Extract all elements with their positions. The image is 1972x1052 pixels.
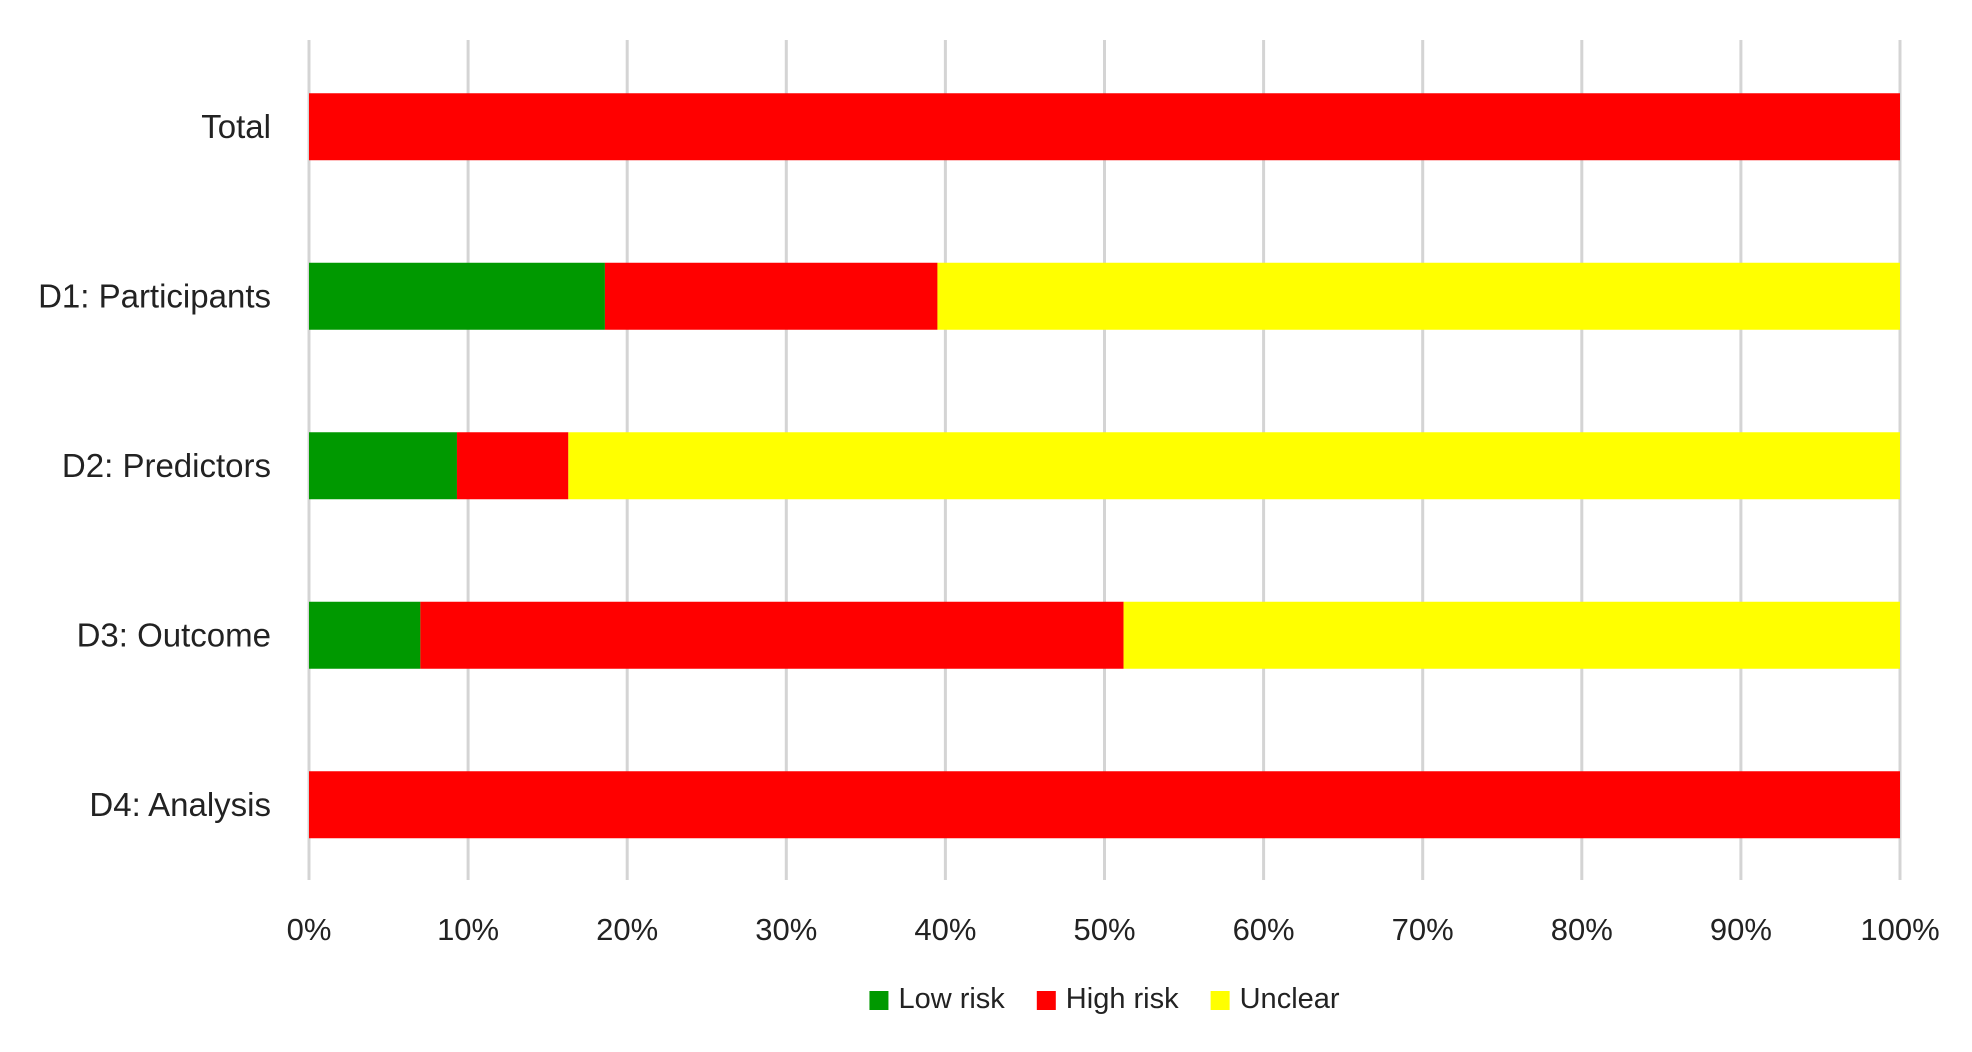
x-tick-label: 10% <box>437 912 499 947</box>
x-axis-tick-labels: 0% 10% 20% 30% 40% 50% 60% 70% 80% 90% 100% <box>287 912 1940 947</box>
x-tick-label: 70% <box>1392 912 1454 947</box>
legend-label: Unclear <box>1240 983 1340 1015</box>
x-tick-label: 40% <box>914 912 976 947</box>
category-label: D4: Analysis <box>89 786 271 823</box>
category-label: D1: Participants <box>38 277 271 314</box>
category-label: Total <box>201 108 271 145</box>
bar-segment <box>309 771 1900 839</box>
legend-swatch <box>1210 991 1230 1010</box>
legend-label: High risk <box>1066 983 1179 1015</box>
legend-item: High risk <box>1036 983 1179 1015</box>
x-tick-label: 20% <box>596 912 658 947</box>
bar-segment <box>568 432 1900 500</box>
x-tick-label: 50% <box>1073 912 1135 947</box>
legend-item: Unclear <box>1210 983 1340 1015</box>
legend-item: Low risk <box>869 983 1005 1015</box>
category-label: D3: Outcome <box>77 616 271 653</box>
legend-swatch <box>869 991 889 1010</box>
bar-segment <box>1123 601 1900 669</box>
bar-segment <box>937 262 1900 330</box>
x-tick-label: 60% <box>1233 912 1295 947</box>
bar-segment <box>309 93 1900 161</box>
x-tick-label: 30% <box>755 912 817 947</box>
bar-segment <box>420 601 1124 669</box>
legend: Low risk High risk Unclear <box>869 983 1340 1015</box>
bar-segment <box>604 262 938 330</box>
x-tick-label: 90% <box>1710 912 1772 947</box>
bar-segment <box>309 601 421 669</box>
legend-swatch <box>1036 991 1056 1010</box>
bar-segment <box>309 432 457 500</box>
x-tick-label: 80% <box>1551 912 1613 947</box>
category-label: D2: Predictors <box>62 447 271 484</box>
bar-segment <box>309 262 605 330</box>
legend-label: Low risk <box>898 983 1005 1015</box>
bar-segment <box>456 432 569 500</box>
category-labels: Total D1: Participants D2: Predictors D3: O… <box>38 108 271 823</box>
bars <box>309 93 1900 839</box>
x-tick-label: 100% <box>1860 912 1939 947</box>
x-tick-label: 0% <box>287 912 332 947</box>
